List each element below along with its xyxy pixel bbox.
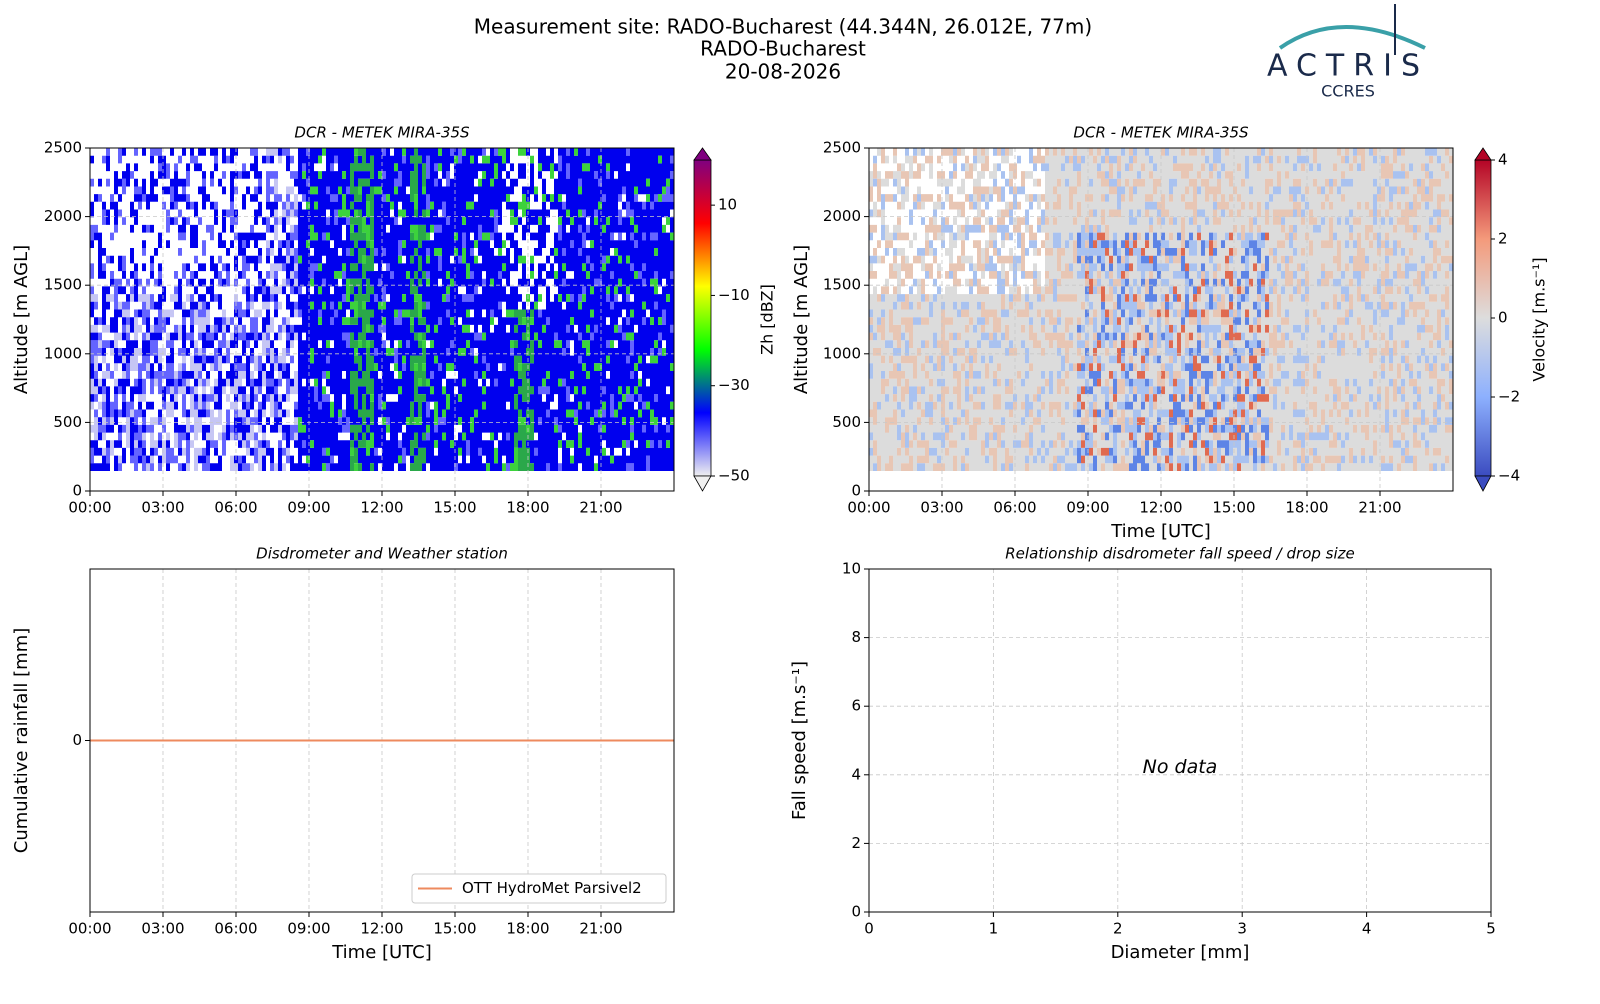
x-tick-label: 0 xyxy=(864,920,874,938)
x-tick-label: 09:00 xyxy=(287,920,330,938)
logo: ACTRIS CCRES xyxy=(1267,4,1429,101)
x-axis-label: Diameter [mm] xyxy=(1111,942,1250,963)
colorbar-tick-label: −10 xyxy=(718,286,750,304)
colorbar-tick-label: 2 xyxy=(1498,230,1508,248)
x-tick-label: 18:00 xyxy=(506,920,549,938)
x-tick-label: 15:00 xyxy=(1212,499,1255,517)
x-tick-label: 09:00 xyxy=(1066,499,1109,517)
colorbar-tick-label: −50 xyxy=(718,467,750,485)
subplot-title: Relationship disdrometer fall speed / dr… xyxy=(1005,545,1355,563)
y-tick-label: 2500 xyxy=(44,139,82,157)
x-tick-label: 3 xyxy=(1237,920,1247,938)
colorbar xyxy=(693,159,712,477)
logo-subtitle: CCRES xyxy=(1321,82,1375,101)
y-tick-label: 0 xyxy=(851,903,861,921)
colorbar-extend xyxy=(1474,147,1492,161)
colorbar-label: Velocity [m.s⁻¹] xyxy=(1530,257,1549,381)
x-tick-label: 06:00 xyxy=(214,920,257,938)
figure-title: 20-08-2026 xyxy=(725,60,841,84)
colorbar-tick-label: 0 xyxy=(1498,309,1508,327)
y-tick-label: 2000 xyxy=(44,207,82,225)
radar-texture xyxy=(298,148,674,471)
x-tick-label: 2 xyxy=(1113,920,1123,938)
colorbar xyxy=(1474,159,1492,477)
x-tick-label: 18:00 xyxy=(506,499,549,517)
x-tick-label: 15:00 xyxy=(433,920,476,938)
plot-frame xyxy=(89,147,675,492)
colorbar-tick-label: 4 xyxy=(1498,151,1508,169)
x-tick-label: 12:00 xyxy=(360,920,403,938)
colorbar-label: Zh [dBZ] xyxy=(758,284,777,355)
x-tick-label: 03:00 xyxy=(920,499,963,517)
y-axis-label: Altitude [m AGL] xyxy=(791,245,812,394)
x-axis-label: Time [UTC] xyxy=(331,942,432,963)
plot-frame xyxy=(89,568,675,913)
plot-frame xyxy=(868,147,1454,492)
subplot-title: DCR - METEK MIRA-35S xyxy=(294,124,470,142)
x-tick-label: 18:00 xyxy=(1285,499,1328,517)
x-tick-label: 21:00 xyxy=(579,920,622,938)
y-axis-label: Altitude [m AGL] xyxy=(11,245,32,394)
x-axis-label: Time [UTC] xyxy=(1110,521,1211,542)
y-tick-label: 1500 xyxy=(823,276,861,294)
x-tick-label: 21:00 xyxy=(579,499,622,517)
x-tick-label: 12:00 xyxy=(1139,499,1182,517)
x-tick-label: 00:00 xyxy=(68,920,111,938)
x-tick-label: 06:00 xyxy=(993,499,1036,517)
radar-texture xyxy=(350,148,534,471)
y-tick-label: 0 xyxy=(851,482,861,500)
x-tick-label: 12:00 xyxy=(360,499,403,517)
x-tick-label: 00:00 xyxy=(847,499,890,517)
colorbar-extend xyxy=(693,147,712,161)
x-tick-label: 1 xyxy=(989,920,999,938)
plot-area xyxy=(869,569,1491,912)
y-tick-label: 0 xyxy=(72,731,82,749)
y-tick-label: 10 xyxy=(842,560,861,578)
x-tick-label: 15:00 xyxy=(433,499,476,517)
logo-arc xyxy=(1278,25,1426,50)
y-tick-label: 1500 xyxy=(44,276,82,294)
x-tick-label: 5 xyxy=(1486,920,1496,938)
y-tick-label: 8 xyxy=(851,628,861,646)
subplot-title: Disdrometer and Weather station xyxy=(256,545,508,563)
colorbar-tick-label: 10 xyxy=(718,196,737,214)
x-tick-label: 03:00 xyxy=(141,920,184,938)
y-tick-label: 500 xyxy=(832,413,861,431)
colorbar-extend xyxy=(1474,475,1492,492)
radar-texture xyxy=(1077,232,1269,471)
x-tick-label: 09:00 xyxy=(287,499,330,517)
x-tick-label: 4 xyxy=(1362,920,1372,938)
colorbar-tick-label: −30 xyxy=(718,376,750,394)
subplot-title: DCR - METEK MIRA-35S xyxy=(1073,124,1249,142)
y-tick-label: 4 xyxy=(851,765,861,783)
colorbar-extend xyxy=(693,475,712,492)
colorbar-tick-label: −4 xyxy=(1498,467,1520,485)
annotation: No data xyxy=(1143,756,1218,778)
legend-label: OTT HydroMet Parsivel2 xyxy=(462,879,642,897)
y-tick-label: 0 xyxy=(72,482,82,500)
legend-box xyxy=(411,873,667,904)
radar-texture xyxy=(90,148,674,471)
figure-title: Measurement site: RADO-Bucharest (44.344… xyxy=(474,15,1092,39)
plot-frame xyxy=(868,568,1492,913)
figure-title: RADO-Bucharest xyxy=(700,37,866,61)
x-tick-label: 21:00 xyxy=(1358,499,1401,517)
y-tick-label: 2 xyxy=(851,834,861,852)
y-tick-label: 1000 xyxy=(823,344,861,362)
x-tick-label: 00:00 xyxy=(68,499,111,517)
colorbar-tick-label: −2 xyxy=(1498,388,1520,406)
y-axis-label: Cumulative rainfall [mm] xyxy=(11,628,32,854)
y-axis-label: Fall speed [m.s⁻¹] xyxy=(789,661,810,820)
logo-name: ACTRIS xyxy=(1267,49,1429,84)
y-tick-label: 500 xyxy=(53,413,82,431)
y-tick-label: 6 xyxy=(851,697,861,715)
y-tick-label: 2000 xyxy=(823,207,861,225)
x-tick-label: 03:00 xyxy=(141,499,184,517)
x-tick-label: 06:00 xyxy=(214,499,257,517)
y-tick-label: 2500 xyxy=(823,139,861,157)
y-tick-label: 1000 xyxy=(44,344,82,362)
